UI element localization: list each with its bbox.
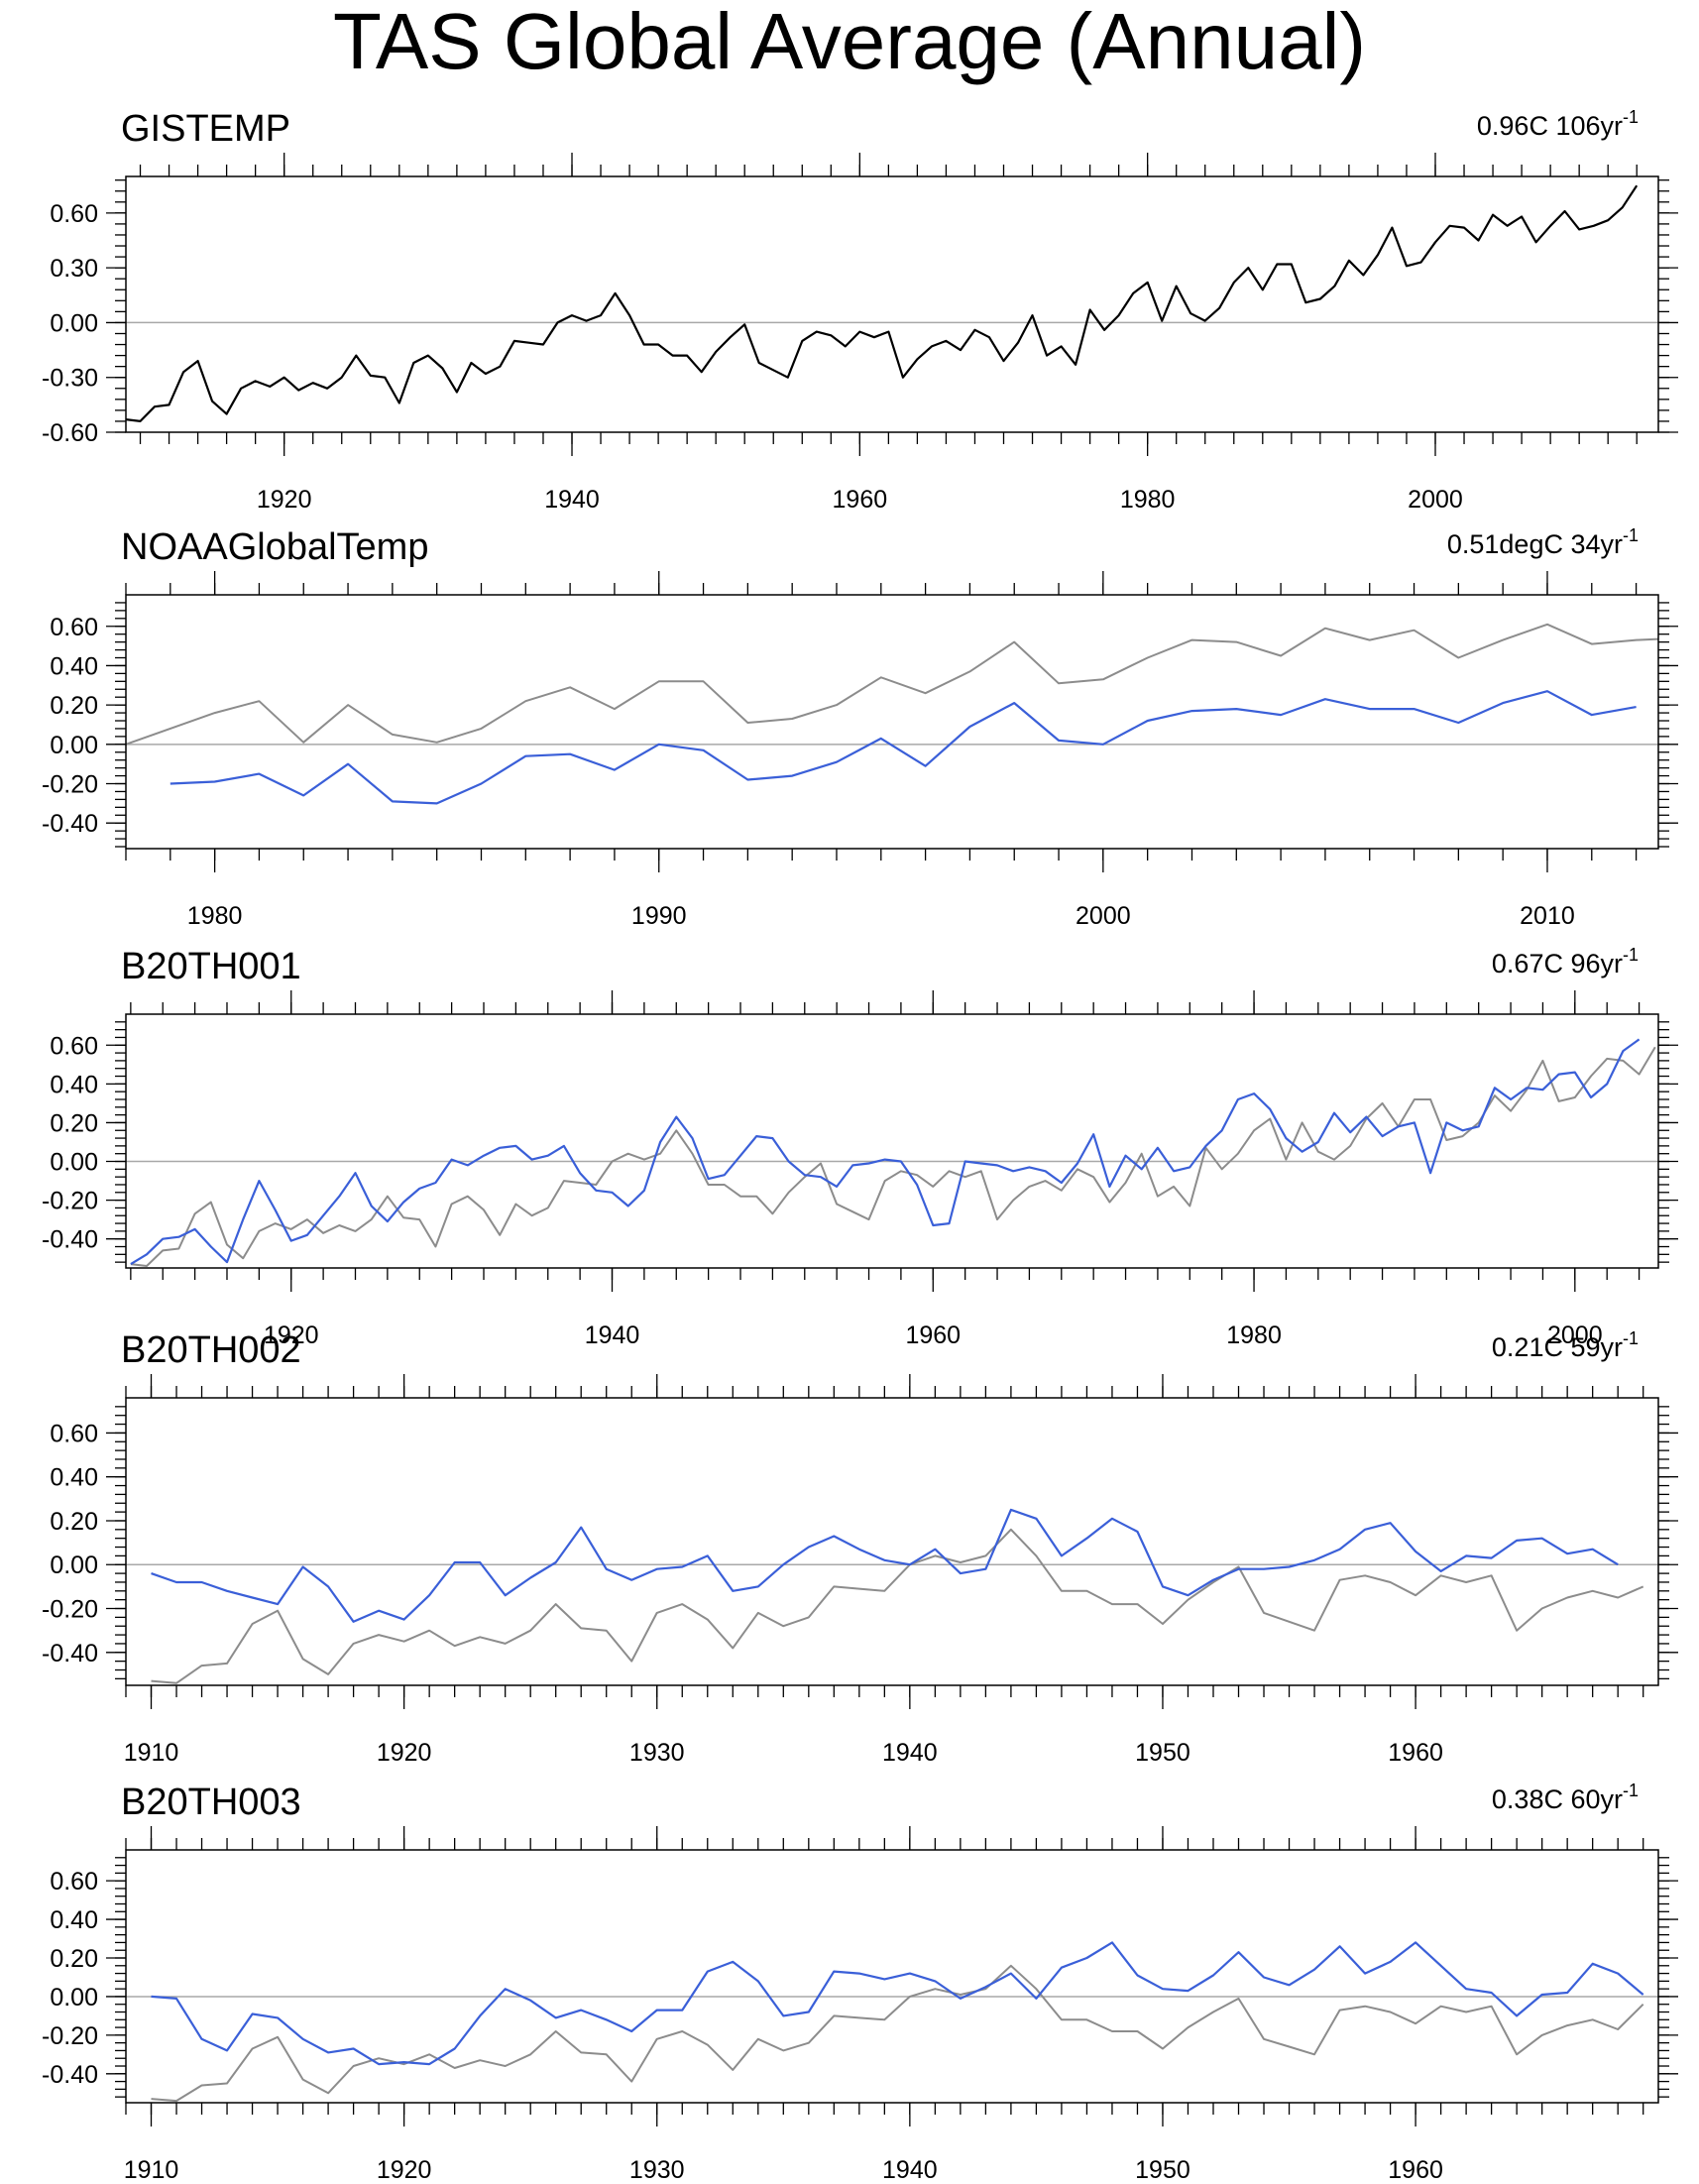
y-tick-label: 0.40 <box>50 1464 98 1492</box>
series-line-b20th003 <box>151 1941 1644 2066</box>
y-tick-label: -0.40 <box>42 1640 98 1667</box>
y-tick-label: -0.40 <box>42 1226 98 1254</box>
y-tick-label: 0.60 <box>50 614 98 641</box>
y-tick-label: -0.20 <box>42 1596 98 1624</box>
y-tick-label: -0.40 <box>42 810 98 838</box>
y-tick-label: 0.40 <box>50 1906 98 1934</box>
panel-title: B20TH001 <box>121 946 301 987</box>
y-tick-label: 0.00 <box>50 1984 98 2012</box>
x-tick-label: 1980 <box>187 902 243 930</box>
x-tick-label: 1940 <box>585 1322 640 1349</box>
x-tick-label: 1940 <box>544 486 600 514</box>
panel-title: B20TH002 <box>121 1329 301 1371</box>
y-tick-label: 0.20 <box>50 1109 98 1137</box>
y-tick-label: 0.20 <box>50 1945 98 1973</box>
x-tick-label: 1950 <box>1135 1739 1190 1767</box>
x-tick-label: 2000 <box>1076 902 1131 930</box>
series-line-b20th002 <box>151 1508 1619 1623</box>
plot-frame <box>125 175 1659 433</box>
y-tick-label: 0.30 <box>50 255 98 283</box>
y-tick-label: -0.20 <box>42 771 98 799</box>
series-line-reference <box>130 1046 1656 1267</box>
panel-b20th003: -0.40 -0.20 0.00 0.20 0.40 0.60 1910 1920 1930 19… <box>42 1781 1678 2184</box>
x-tick-label: 1920 <box>264 1322 319 1349</box>
x-tick-label: 1940 <box>882 2156 938 2184</box>
y-tick-label: -0.20 <box>42 2022 98 2050</box>
y-tick-label: 0.40 <box>50 652 98 680</box>
panel-b20th002: -0.40 -0.20 0.00 0.20 0.40 0.60 1910 1920 1930 19… <box>42 1328 1678 1767</box>
x-tick-label: 1920 <box>377 2156 432 2184</box>
y-tick-label: 0.00 <box>50 309 98 337</box>
x-tick-label: 1920 <box>377 1739 432 1767</box>
x-tick-label: 1990 <box>631 902 687 930</box>
panel-gistemp: -0.60 -0.30 0.00 0.30 0.60 1920 1940 1960 1980 20… <box>42 107 1678 514</box>
y-tick-label: 0.40 <box>50 1071 98 1098</box>
trend-annotation: 0.96C 106yr-1 <box>1477 107 1639 141</box>
y-tick-label: -0.20 <box>42 1188 98 1215</box>
series-line-reference <box>151 1528 1644 1684</box>
y-tick-label: 0.60 <box>50 1420 98 1447</box>
y-tick-label: -0.40 <box>42 2061 98 2089</box>
y-tick-label: 0.60 <box>50 1032 98 1060</box>
x-tick-label: 1930 <box>629 2156 685 2184</box>
x-tick-label: 1960 <box>1388 1739 1443 1767</box>
panel-title: B20TH003 <box>121 1782 301 1823</box>
x-tick-label: 1950 <box>1135 2156 1190 2184</box>
series-line-noaaglobaltemp <box>170 690 1637 805</box>
plot-frame <box>125 1849 1659 2104</box>
trend-annotation: 0.38C 60yr-1 <box>1492 1781 1639 1814</box>
panel-title: GISTEMP <box>121 108 290 150</box>
x-tick-label: 1940 <box>882 1739 938 1767</box>
plot-frame <box>125 1397 1659 1686</box>
x-tick-label: 1930 <box>629 1739 685 1767</box>
plot-frame <box>125 1013 1659 1269</box>
y-tick-label: 0.00 <box>50 732 98 759</box>
y-tick-label: 0.60 <box>50 1868 98 1896</box>
y-tick-label: -0.30 <box>42 365 98 393</box>
series-line-gistemp <box>126 184 1639 422</box>
trend-annotation: 0.51degC 34yr-1 <box>1447 525 1639 559</box>
y-tick-label: 0.00 <box>50 1149 98 1177</box>
panel-b20th001: -0.40 -0.20 0.00 0.20 0.40 0.60 1920 1940 1960 19… <box>42 945 1678 1349</box>
y-tick-label: 0.20 <box>50 692 98 720</box>
panel-noaaglobaltemp: -0.40 -0.20 0.00 0.20 0.40 0.60 1980 1990 2000 20… <box>42 525 1678 930</box>
x-tick-label: 1920 <box>257 486 312 514</box>
panel-title: NOAAGlobalTemp <box>121 526 428 568</box>
x-tick-label: 1910 <box>124 1739 179 1767</box>
series-line-b20th001 <box>130 1038 1641 1266</box>
x-tick-label: 2010 <box>1520 902 1575 930</box>
x-tick-label: 2000 <box>1408 486 1463 514</box>
plot-frame <box>125 594 1659 850</box>
chart-title: TAS Global Average (Annual) <box>332 0 1367 85</box>
series-line-reference <box>151 1964 1644 2103</box>
x-tick-label: 1910 <box>124 2156 179 2184</box>
y-tick-label: 0.00 <box>50 1552 98 1579</box>
series-line-reference <box>126 623 1658 746</box>
x-tick-label: 1980 <box>1120 486 1176 514</box>
trend-annotation: 0.21C 59yr-1 <box>1492 1328 1639 1362</box>
y-tick-label: -0.60 <box>42 419 98 447</box>
x-tick-label: 1960 <box>905 1322 961 1349</box>
x-tick-label: 1960 <box>833 486 888 514</box>
x-tick-label: 1980 <box>1226 1322 1282 1349</box>
x-tick-label: 1960 <box>1388 2156 1443 2184</box>
x-tick-label: 2000 <box>1547 1322 1603 1349</box>
trend-annotation: 0.67C 96yr-1 <box>1492 945 1639 978</box>
y-tick-label: 0.20 <box>50 1508 98 1536</box>
y-tick-label: 0.60 <box>50 200 98 228</box>
